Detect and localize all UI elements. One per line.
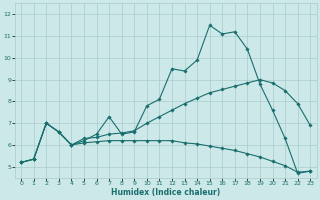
X-axis label: Humidex (Indice chaleur): Humidex (Indice chaleur) xyxy=(111,188,220,197)
